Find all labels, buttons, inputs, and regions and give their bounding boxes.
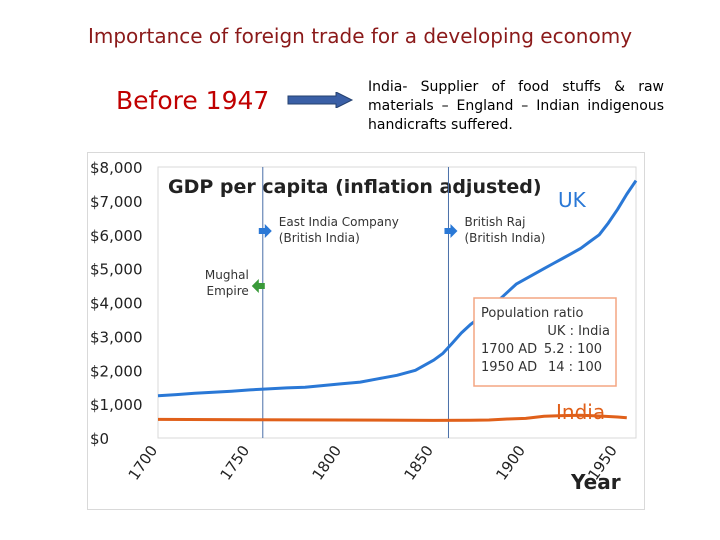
period-label: Before 1947 [116,86,270,115]
uk-series-line [157,179,638,398]
chart-frame: $0 $1,000 $2,000 $3,000 $4,000 $5,000 $6,000 $7… [87,152,645,510]
mughal-label: Mughal [205,268,249,282]
description-text: India- Supplier of food stuffs & raw mat… [368,79,664,133]
event-arrow-icon [258,224,272,238]
event-arrow-icon [444,224,458,238]
ratio-box-header: UK : India [547,324,610,339]
mughal-label: Empire [207,284,249,298]
y-tick-label: $4,000 [90,295,143,313]
y-tick-label: $6,000 [90,227,143,245]
x-tick-label: 1750 [217,442,254,484]
ratio-row-value: 5.2 : 100 [544,342,602,357]
y-tick-label: $0 [90,430,109,448]
mughal-arrow-icon [251,279,265,293]
india-series-line [157,413,627,422]
event-label: (British India) [464,231,545,245]
india-series-label: India [556,400,605,424]
y-tick-label: $1,000 [90,396,143,414]
y-tick-label: $3,000 [90,328,143,346]
event-label: British Raj [464,215,525,229]
event-label: East India Company [279,215,399,229]
ratio-box-title: Population ratio [481,306,583,321]
chart-title: GDP per capita (inflation adjusted) [168,176,542,198]
ratio-row-year: 1950 AD [481,360,537,375]
y-tick-label: $8,000 [90,159,143,177]
y-tick-label: $5,000 [90,261,143,279]
uk-series-label: UK [558,188,587,212]
y-tick-label: $2,000 [90,362,143,380]
ratio-row-year: 1700 AD [481,342,537,357]
ratio-box [473,297,617,387]
event-label: (British India) [279,231,360,245]
x-axis-title: Year [570,470,621,494]
x-tick-label: 1900 [492,442,529,484]
x-tick-label: 1700 [125,442,162,484]
gdp-chart: $0 $1,000 $2,000 $3,000 $4,000 $5,000 $6,000 $7… [90,159,638,494]
right-arrow-icon [287,92,354,108]
slide-title: Importance of foreign trade for a develo… [87,24,633,48]
ratio-row-value: 14 : 100 [548,360,602,375]
x-tick-label: 1800 [308,442,345,484]
y-tick-label: $7,000 [90,193,143,211]
x-tick-label: 1850 [400,442,437,484]
